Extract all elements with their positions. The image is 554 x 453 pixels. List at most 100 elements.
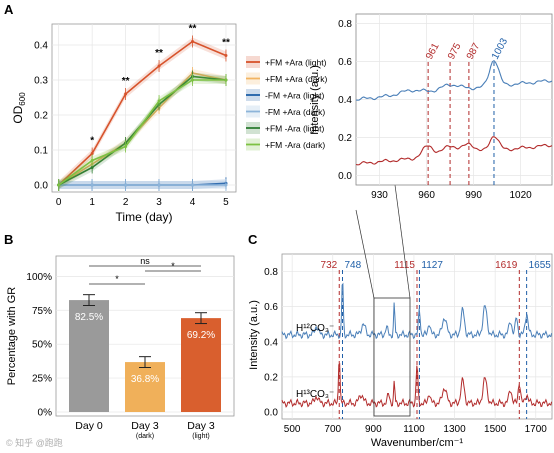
significance-mark: ** bbox=[122, 76, 130, 87]
panel-label-a: A bbox=[4, 2, 14, 17]
y-tick-label: 0.2 bbox=[264, 372, 278, 383]
x-tick-label: 5 bbox=[223, 197, 229, 208]
spectrum-h12 bbox=[281, 282, 553, 340]
significance-mark: * bbox=[90, 136, 94, 147]
zoom-connector bbox=[355, 209, 375, 299]
series-label-h12: H¹²CO₃⁻ bbox=[296, 323, 334, 334]
data-point bbox=[124, 145, 128, 148]
x-tick-label: Day 0 bbox=[75, 420, 103, 432]
x-tick-label: Day 3 bbox=[131, 420, 159, 432]
data-point bbox=[224, 54, 228, 57]
peak-marker-label: 1127 bbox=[421, 260, 443, 271]
significance-label: * bbox=[171, 261, 175, 271]
y-axis-label: Intensity (a.u.) bbox=[309, 65, 321, 135]
peak-marker-label: 1115 bbox=[394, 260, 415, 271]
x-tick-label: 1100 bbox=[403, 424, 425, 435]
x-tick-sublabel: (light) bbox=[192, 433, 210, 440]
peak-marker-label: 748 bbox=[344, 260, 361, 271]
legend-label: -FM +Ara (light) bbox=[265, 91, 324, 101]
data-point bbox=[157, 183, 161, 187]
legend-label: +FM -Ara (dark) bbox=[265, 140, 325, 150]
x-tick-label: 1 bbox=[89, 197, 95, 208]
bar bbox=[181, 318, 221, 412]
watermark: © 知乎 @跑跑 bbox=[6, 437, 63, 448]
y-tick-label: 0% bbox=[38, 408, 53, 419]
data-point bbox=[57, 183, 61, 187]
legend-label: +FM +Ara (dark) bbox=[265, 74, 328, 84]
y-tick-label: 0.1 bbox=[34, 146, 48, 157]
series-ribbon bbox=[58, 179, 226, 189]
y-tick-label: 0.0 bbox=[34, 181, 48, 192]
data-point bbox=[224, 183, 228, 187]
y-tick-label: 0.4 bbox=[264, 337, 278, 348]
y-tick-label: 0.8 bbox=[338, 19, 352, 30]
zoom-connector bbox=[394, 184, 411, 299]
legend: +FM +Ara (light) +FM +Ara (dark) -FM +Ara … bbox=[246, 56, 328, 151]
bar bbox=[125, 362, 165, 412]
y-tick-label: 0.2 bbox=[34, 111, 48, 122]
series-line bbox=[58, 72, 227, 186]
y-tick-label: 0.3 bbox=[34, 76, 48, 87]
x-tick-label: 990 bbox=[465, 190, 482, 201]
x-axis-label: Wavenumber/cm⁻¹ bbox=[371, 437, 464, 449]
spectrum-h13 bbox=[355, 136, 553, 166]
x-tick-label: 1500 bbox=[484, 424, 507, 435]
data-point bbox=[224, 78, 228, 82]
data-point bbox=[90, 183, 94, 187]
spectrum-h13 bbox=[281, 363, 553, 408]
x-tick-sublabel: (dark) bbox=[136, 433, 154, 440]
x-tick-label: 1300 bbox=[443, 424, 466, 435]
data-point bbox=[157, 64, 161, 68]
series-ribbon bbox=[58, 76, 226, 189]
x-tick-label: 2 bbox=[123, 197, 129, 208]
bar-value-label: 82.5% bbox=[75, 312, 103, 323]
percentage-bar-chart: 82.5% 36.8% 69.2% 0% 25% 50% 75% 100% Day 0 Day … bbox=[6, 255, 235, 440]
significance-label: * bbox=[115, 274, 119, 284]
y-tick-label: 0.4 bbox=[34, 41, 48, 52]
x-tick-label: 1020 bbox=[510, 190, 533, 201]
x-tick-label: 500 bbox=[284, 424, 301, 435]
data-point bbox=[124, 183, 128, 187]
y-tick-label: 0.6 bbox=[338, 57, 352, 68]
series-line bbox=[58, 40, 227, 186]
x-tick-label: 3 bbox=[156, 197, 162, 208]
legend-label: -FM +Ara (dark) bbox=[265, 107, 325, 117]
data-point bbox=[191, 40, 195, 43]
bar-value-label: 36.8% bbox=[131, 374, 159, 385]
peak-marker-label: 1655 bbox=[529, 260, 552, 271]
data-point bbox=[157, 99, 161, 103]
x-tick-label: 1700 bbox=[525, 424, 548, 435]
peak-marker-label: 732 bbox=[321, 260, 338, 271]
series-label-h13: H¹³CO₃⁻ bbox=[296, 389, 334, 400]
y-tick-label: 0.4 bbox=[338, 95, 352, 106]
y-tick-label: 50% bbox=[32, 340, 52, 351]
y-tick-label: 0.0 bbox=[264, 407, 278, 418]
y-tick-label: 0.6 bbox=[264, 302, 278, 313]
x-tick-label: 960 bbox=[418, 190, 435, 201]
data-point bbox=[90, 166, 94, 169]
legend-label: +FM +Ara (light) bbox=[265, 58, 327, 68]
x-tick-label: 4 bbox=[190, 197, 196, 208]
y-tick-label: 0.0 bbox=[338, 171, 352, 182]
y-axis-label: Percentage with GR bbox=[6, 287, 18, 385]
significance-mark: ** bbox=[222, 38, 230, 49]
peak-marker-label: 1619 bbox=[495, 260, 518, 271]
panel-label-b: B bbox=[4, 232, 13, 247]
significance-mark: ** bbox=[189, 24, 197, 35]
bar bbox=[69, 300, 109, 412]
x-tick-label: 0 bbox=[56, 197, 62, 208]
spectrum-h12 bbox=[355, 59, 553, 101]
y-axis-label: Intensity (a.u.) bbox=[248, 300, 260, 370]
legend-label: +FM -Ara (light) bbox=[265, 124, 324, 134]
significance-label: ns bbox=[140, 256, 150, 266]
y-tick-label: 25% bbox=[32, 374, 52, 385]
data-point bbox=[191, 183, 195, 187]
x-tick-label: Day 3 bbox=[187, 420, 215, 432]
x-tick-label: 930 bbox=[371, 190, 388, 201]
y-tick-label: 0.8 bbox=[264, 267, 278, 278]
x-tick-label: 900 bbox=[365, 424, 382, 435]
bar-value-label: 69.2% bbox=[187, 330, 215, 341]
significance-mark: ** bbox=[155, 48, 163, 59]
